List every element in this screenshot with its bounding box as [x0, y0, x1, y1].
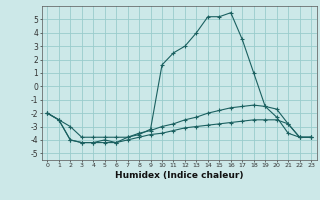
X-axis label: Humidex (Indice chaleur): Humidex (Indice chaleur)	[115, 171, 244, 180]
